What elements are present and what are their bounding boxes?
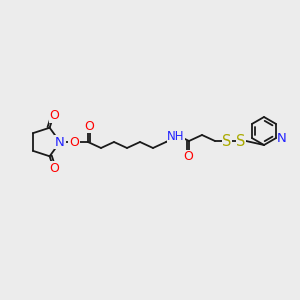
Text: O: O bbox=[50, 109, 59, 122]
Text: N: N bbox=[55, 136, 65, 148]
Text: O: O bbox=[183, 151, 193, 164]
Text: NH: NH bbox=[167, 130, 185, 142]
Text: S: S bbox=[222, 134, 232, 148]
Text: S: S bbox=[236, 134, 246, 148]
Text: N: N bbox=[277, 131, 287, 145]
Text: O: O bbox=[69, 136, 79, 148]
Text: O: O bbox=[50, 162, 59, 175]
Text: O: O bbox=[84, 119, 94, 133]
